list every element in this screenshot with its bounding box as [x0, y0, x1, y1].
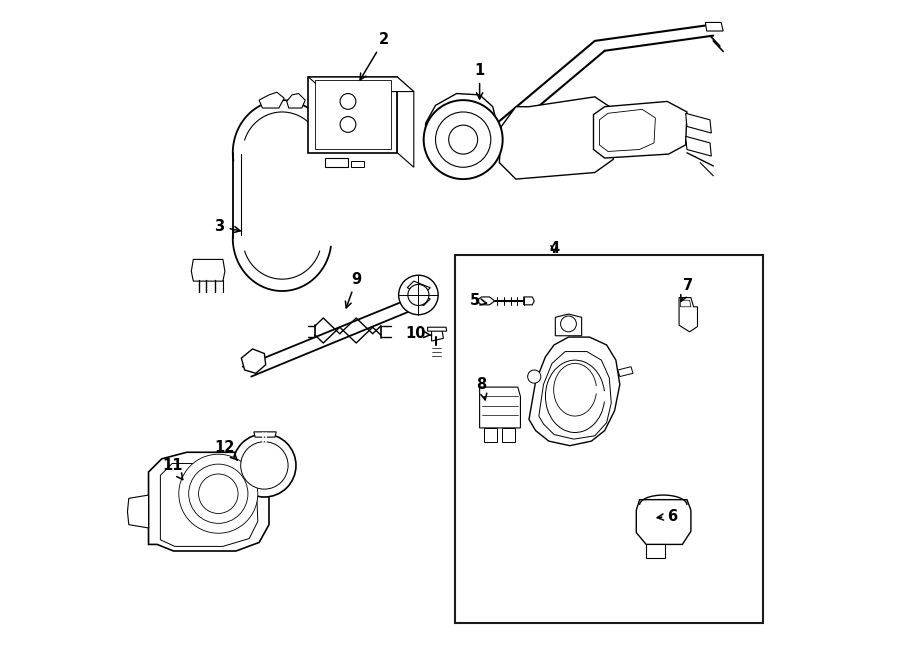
Polygon shape: [480, 387, 520, 428]
Circle shape: [449, 125, 478, 154]
Circle shape: [424, 100, 503, 179]
Polygon shape: [706, 22, 724, 31]
Polygon shape: [192, 259, 225, 281]
Text: 9: 9: [346, 272, 362, 308]
Polygon shape: [476, 297, 495, 305]
Polygon shape: [287, 94, 305, 108]
Polygon shape: [483, 428, 497, 442]
Polygon shape: [148, 452, 269, 551]
Text: 7: 7: [680, 278, 693, 301]
Polygon shape: [636, 500, 691, 545]
Circle shape: [340, 116, 356, 132]
Polygon shape: [599, 109, 655, 151]
Polygon shape: [128, 495, 148, 528]
Polygon shape: [529, 337, 620, 446]
Circle shape: [233, 434, 296, 497]
Circle shape: [561, 316, 576, 332]
Polygon shape: [539, 352, 611, 439]
Polygon shape: [686, 113, 711, 133]
Polygon shape: [432, 330, 444, 341]
Polygon shape: [617, 367, 633, 377]
Text: 5: 5: [470, 293, 487, 309]
Circle shape: [399, 275, 438, 315]
Circle shape: [179, 454, 257, 533]
Text: 1: 1: [474, 63, 485, 99]
Circle shape: [199, 474, 238, 514]
Text: 6: 6: [657, 508, 678, 524]
Text: 3: 3: [214, 219, 240, 234]
Circle shape: [527, 370, 541, 383]
Polygon shape: [407, 281, 430, 294]
Circle shape: [408, 284, 429, 305]
Polygon shape: [646, 545, 664, 558]
Polygon shape: [680, 297, 698, 332]
Polygon shape: [254, 432, 276, 437]
Polygon shape: [502, 428, 515, 442]
Circle shape: [189, 464, 248, 524]
Polygon shape: [500, 97, 615, 179]
Bar: [455, 254, 762, 623]
Polygon shape: [524, 297, 535, 305]
Polygon shape: [309, 77, 397, 153]
Polygon shape: [410, 294, 430, 305]
Polygon shape: [309, 77, 414, 92]
Text: 12: 12: [215, 440, 238, 460]
Polygon shape: [593, 101, 687, 158]
Circle shape: [340, 94, 356, 109]
Text: 11: 11: [162, 458, 183, 480]
Text: 2: 2: [360, 32, 389, 80]
Polygon shape: [315, 81, 391, 149]
Polygon shape: [241, 349, 266, 373]
Polygon shape: [259, 93, 284, 108]
Polygon shape: [397, 77, 414, 167]
Polygon shape: [160, 463, 257, 547]
Circle shape: [240, 442, 288, 489]
Polygon shape: [555, 314, 581, 336]
Circle shape: [436, 112, 490, 167]
Polygon shape: [351, 161, 364, 167]
Polygon shape: [680, 300, 691, 307]
Polygon shape: [325, 158, 348, 167]
Polygon shape: [686, 136, 711, 156]
Text: 4: 4: [549, 241, 559, 256]
Polygon shape: [425, 94, 498, 163]
Polygon shape: [428, 327, 446, 331]
Text: 10: 10: [406, 327, 432, 341]
Text: 8: 8: [476, 377, 487, 400]
